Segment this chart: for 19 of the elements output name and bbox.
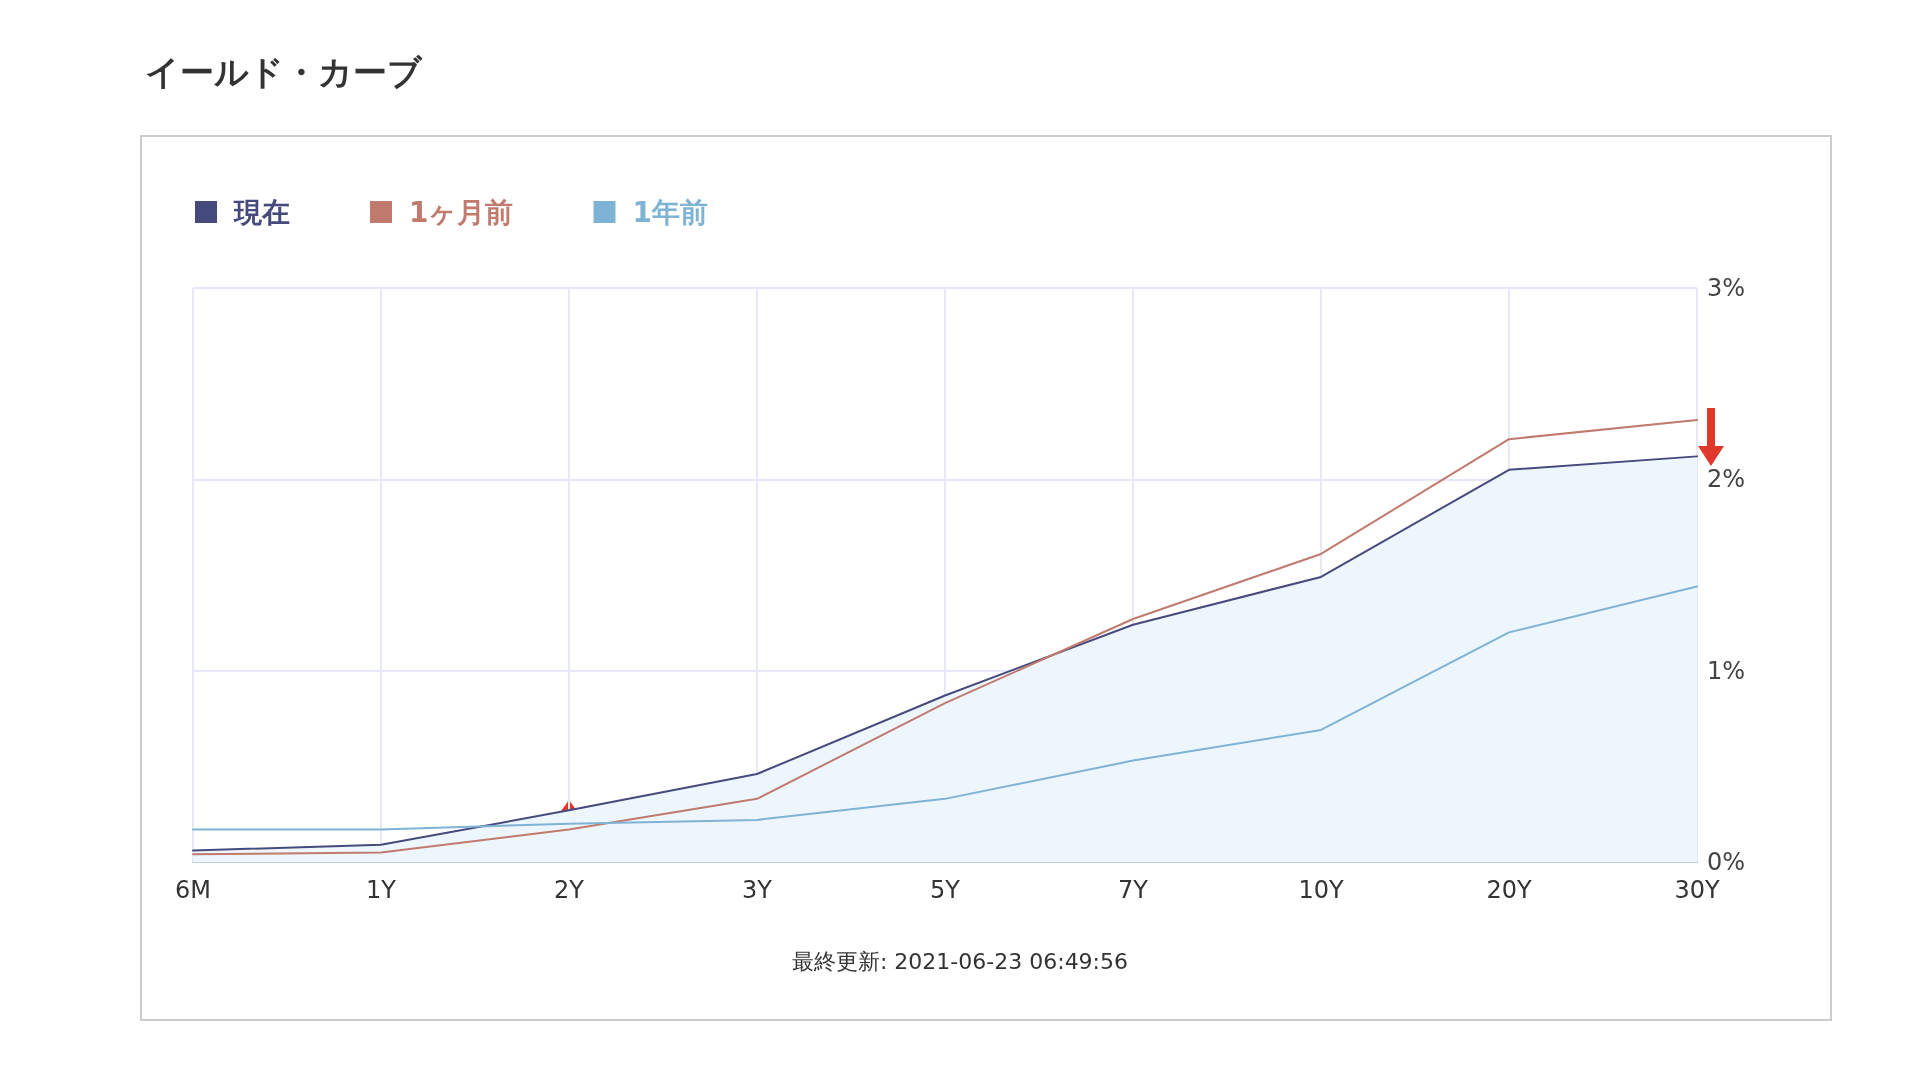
- legend-label: 現在: [233, 195, 290, 229]
- y-tick-label: 3%: [1707, 274, 1746, 302]
- text: 最終更新: 2021-06-23 06:49:56: [791, 948, 1129, 974]
- y-tick-label: 2%: [1707, 465, 1746, 494]
- x-tick-label: 2Y: [554, 876, 585, 904]
- x-tick-label: 5Y: [930, 876, 961, 904]
- y-tick-label: 0%: [1707, 848, 1746, 876]
- legend-label: 1年前: [632, 195, 708, 229]
- y-tick-label: 1%: [1707, 656, 1746, 685]
- x-tick-label: 3Y: [742, 876, 773, 904]
- x-tick-label: 1Y: [366, 876, 397, 904]
- line-series: [192, 585, 1698, 831]
- x-tick-label: 30Y: [1674, 876, 1720, 904]
- chart-title: イールド・カーブ: [145, 52, 423, 92]
- x-tick-label: 10Y: [1298, 876, 1344, 904]
- legend-label: 1ヶ月前: [409, 195, 514, 229]
- x-tick-label: 7Y: [1118, 876, 1149, 904]
- x-tick-label: 6M: [175, 876, 211, 904]
- x-tick-label: 20Y: [1486, 876, 1532, 904]
